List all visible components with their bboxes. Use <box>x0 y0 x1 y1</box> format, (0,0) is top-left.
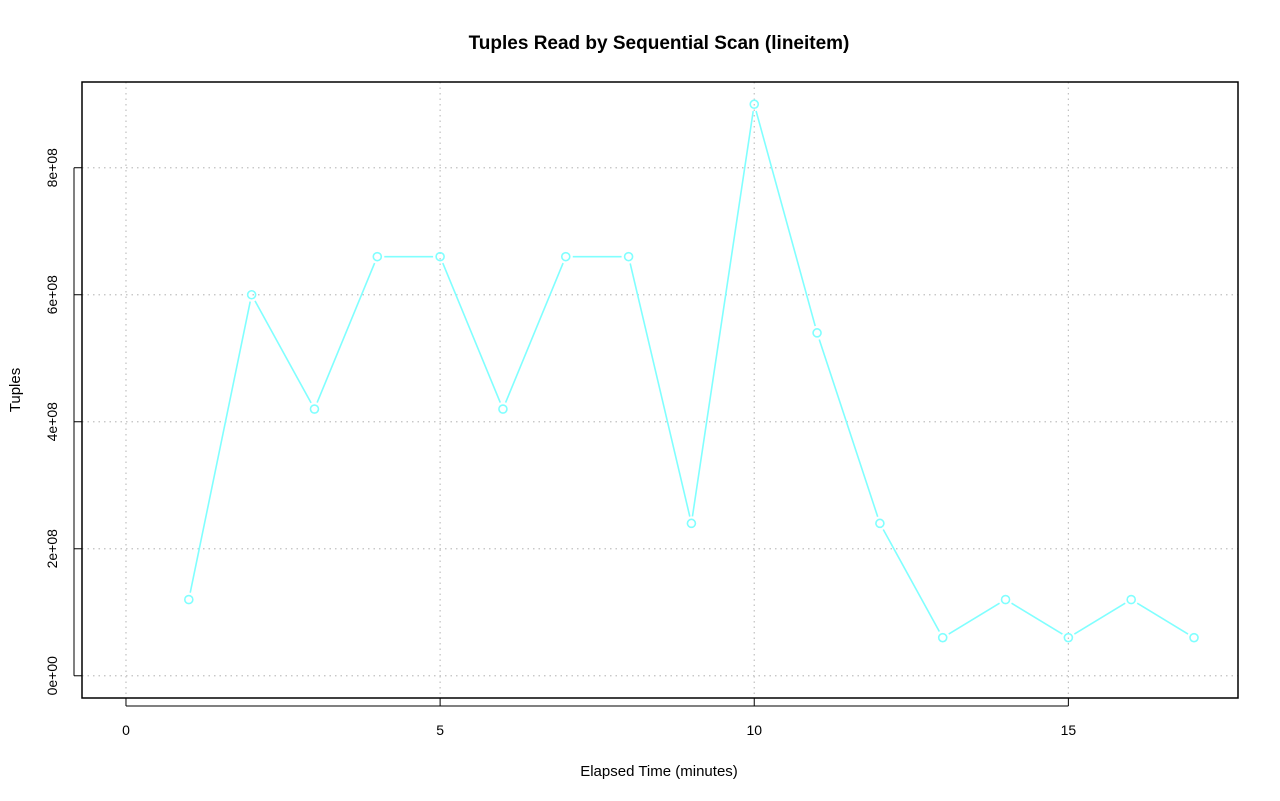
data-point <box>875 518 885 529</box>
x-tick-label: 10 <box>746 722 762 738</box>
y-tick-label: 8e+08 <box>44 148 60 188</box>
y-tick-label: 4e+08 <box>44 402 60 442</box>
series-line-segment <box>629 263 691 517</box>
data-point <box>560 251 571 262</box>
data-point <box>372 251 383 262</box>
series-line-segment <box>1136 602 1189 635</box>
x-tick-label: 5 <box>436 722 444 738</box>
data-point <box>309 404 320 414</box>
chart-title: Tuples Read by Sequential Scan (lineitem… <box>469 33 850 54</box>
data-point <box>435 251 445 262</box>
data-point <box>1000 594 1011 605</box>
series-line-segment <box>316 262 376 403</box>
grid <box>82 82 1238 698</box>
x-axis: 0 5 10 15 <box>122 698 1076 738</box>
series-line-segment <box>1073 602 1126 635</box>
y-tick-label: 6e+08 <box>44 275 60 315</box>
series-line-segment <box>1011 602 1063 635</box>
data-point <box>812 328 822 338</box>
data-point <box>1063 632 1074 643</box>
plot-frame <box>81 81 1239 699</box>
y-tick-label: 0e+00 <box>44 656 60 696</box>
data-point <box>1126 594 1136 605</box>
data-point <box>623 251 634 262</box>
y-axis: 0e+00 2e+08 4e+08 6e+08 8e+08 <box>44 148 82 696</box>
series-line-segment <box>442 262 502 403</box>
x-tick-label: 15 <box>1061 722 1077 738</box>
series-line-segment <box>882 529 941 632</box>
data-point <box>246 289 257 300</box>
y-tick-label: 2e+08 <box>44 529 60 569</box>
data-point <box>1189 632 1199 643</box>
x-axis-label: Elapsed Time (minutes) <box>580 763 738 780</box>
data-point <box>686 518 697 529</box>
series-line-segment <box>818 339 879 517</box>
data-point <box>937 632 948 643</box>
series-line-segment <box>254 300 312 404</box>
y-axis-label: Tuples <box>7 368 24 412</box>
series-line-segment <box>691 111 754 517</box>
x-tick-label: 0 <box>122 722 130 738</box>
series-line-segment <box>755 110 816 327</box>
data-point <box>749 99 760 110</box>
series-line-segment <box>948 602 1000 635</box>
series-group <box>184 99 1199 643</box>
data-point <box>184 594 194 605</box>
series-line-segment <box>504 262 564 403</box>
data-point <box>498 404 508 414</box>
series-line-segment <box>189 301 252 593</box>
